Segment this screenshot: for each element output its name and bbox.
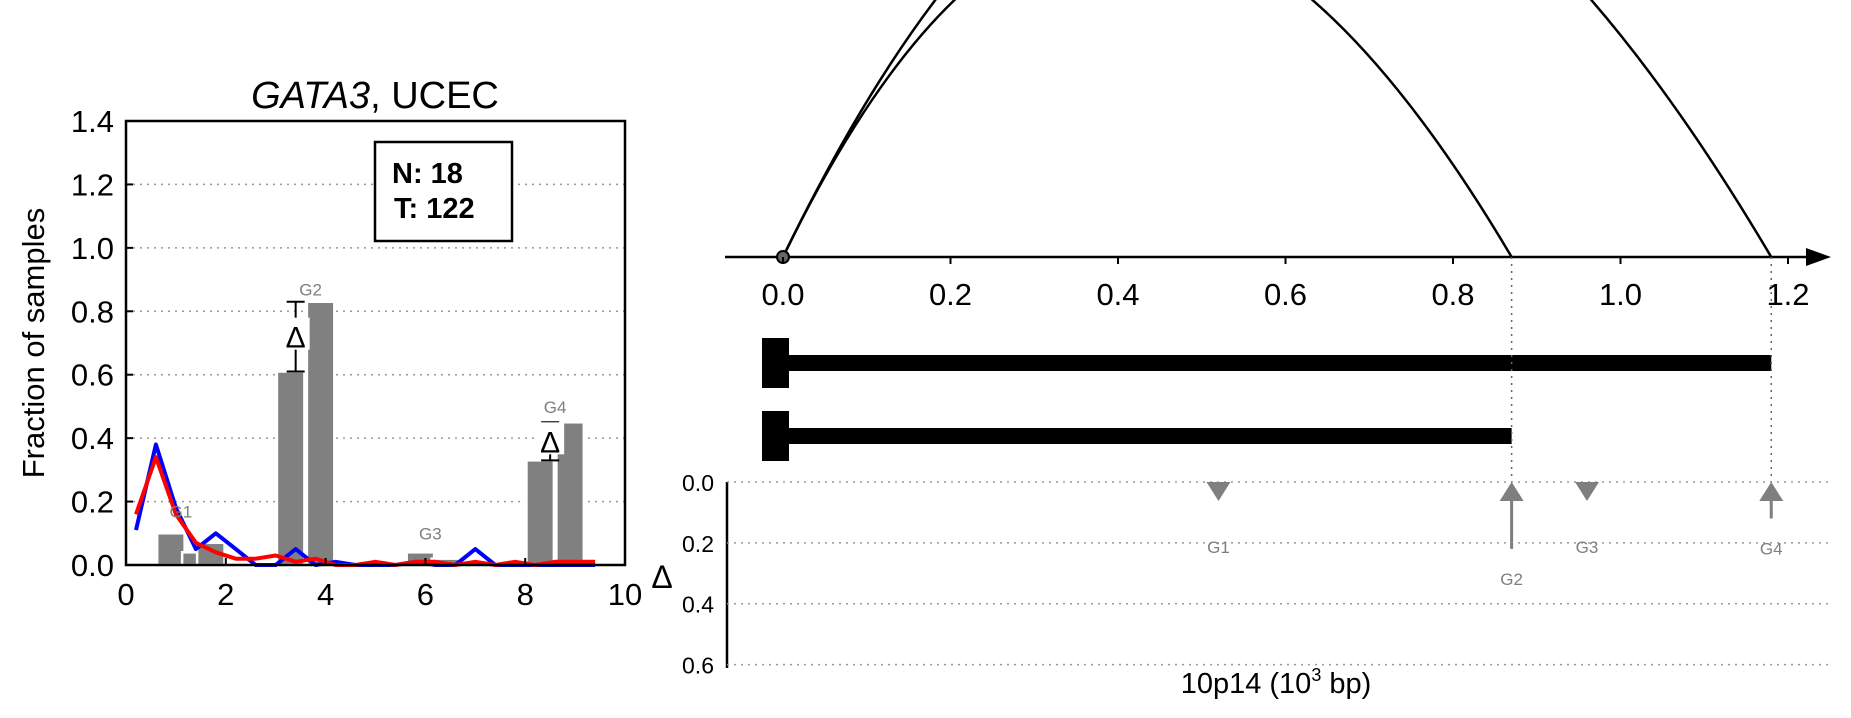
group-label: G4: [544, 398, 567, 417]
left-x-tick-label: 6: [417, 577, 434, 612]
bar: [525, 459, 556, 567]
left-y-tick-label: 1.4: [71, 104, 114, 139]
left-y-tick-label: 0.6: [71, 358, 114, 393]
left-x-tick-label: 0: [117, 577, 134, 612]
delta-label-bg: [536, 422, 565, 455]
left-y-tick-label: 0.4: [71, 421, 114, 456]
xlabel-end: bp): [1321, 668, 1371, 700]
left-y-tick-label: 0.2: [71, 485, 114, 520]
series-line: [134, 455, 596, 567]
sample-count-legend: N: 18 T: 122: [373, 140, 514, 243]
delta-marker-label: G4: [1760, 540, 1783, 559]
bar: [155, 532, 186, 567]
left-group-labels: G1 G2 G3 G4: [170, 280, 567, 543]
delta-down-marker: [1575, 482, 1599, 501]
right-x-tick-label: 1.0: [1599, 277, 1642, 312]
left-y-tick-label: 0.8: [71, 294, 114, 329]
delta-up-marker: [1499, 482, 1524, 501]
left-y-axis-label: Fraction of samples: [16, 208, 51, 479]
isoform-bars: [762, 338, 1772, 461]
left-axis-ticks: 0.0 0.2 0.4 0.6 0.8 1.0 1.2 1.4 0 2 4 6 8 10: [71, 104, 642, 612]
legend-box: [373, 140, 514, 243]
group-label: G2: [299, 280, 322, 299]
xlabel-main: 10p14 (10: [1181, 668, 1312, 700]
delta-axis: 0.0 0.2 0.4 0.6 Δ G1 G2 G3 G4: [651, 470, 1832, 679]
delta-y-tick-label: 0.4: [682, 592, 714, 618]
splice-arc: [781, 0, 1513, 258]
isoform-end-guides: [1510, 257, 1772, 482]
delta-up-marker: [1759, 482, 1784, 501]
left-x-tick-label: 4: [317, 577, 334, 612]
xlabel-sup: 3: [1311, 665, 1321, 685]
left-x-tick-label: 10: [608, 577, 642, 612]
left-delta-markers: ΔΔ: [281, 300, 565, 462]
left-plot-frame: [124, 119, 627, 567]
delta-marker-label: G2: [1500, 570, 1523, 589]
right-x-tick-label: 0.6: [1264, 277, 1307, 312]
delta-symbol: Δ: [286, 322, 306, 355]
right-x-tick-label: 0.8: [1431, 277, 1474, 312]
genomic-axis: 0.0 0.2 0.4 0.6 0.8 1.0 1.2: [725, 248, 1831, 312]
right-x-tick-label: 0.0: [761, 277, 804, 312]
bar: [555, 421, 586, 567]
title-gene: GATA3: [251, 75, 370, 117]
delta-y-tick-label: 0.2: [682, 531, 714, 557]
right-x-tick-label: 0.4: [1096, 277, 1139, 312]
left-y-tick-label: 0.0: [71, 548, 114, 583]
left-y-tick-label: 1.2: [71, 167, 114, 202]
bar: [275, 370, 306, 567]
axis-arrowhead: [1806, 248, 1831, 266]
isoform-diagram: 0.0 0.2 0.4 0.6 0.8 1.0 1.2 0.0 0.2 0.4 0.6 Δ G1 G2 G…: [651, 0, 1832, 700]
left-x-tick-label: 2: [217, 577, 234, 612]
delta-y-tick-label: 0.6: [682, 653, 714, 679]
left-bars: [155, 300, 586, 567]
legend-tumor-count: T: 122: [394, 193, 475, 225]
splice-arcs: [781, 0, 1773, 258]
legend-normal-count: N: 18: [392, 158, 463, 190]
bar: [305, 300, 336, 567]
group-label: G3: [419, 525, 442, 544]
delta-marker-label: G3: [1576, 538, 1599, 557]
delta-down-marker: [1206, 482, 1231, 501]
left-chart-title: GATA3, UCEC: [251, 75, 499, 117]
left-x-tick-label: 8: [517, 577, 534, 612]
splice-arc: [781, 0, 1773, 258]
left-y-tick-label: 1.0: [71, 231, 114, 266]
isoform-bar: [783, 428, 1512, 444]
title-cohort: , UCEC: [370, 75, 499, 117]
right-x-axis-label: 10p14 (103 bp): [1181, 665, 1372, 700]
isoform-bar: [783, 355, 1772, 371]
delta-axis-label: Δ: [651, 559, 672, 595]
group-label: G1: [170, 502, 193, 521]
delta-marker-label: G1: [1207, 538, 1230, 557]
delta-symbol: Δ: [540, 426, 560, 459]
delta-y-tick-label: 0.0: [682, 470, 714, 496]
delta-label-bg: [281, 317, 310, 350]
right-x-tick-label: 0.2: [929, 277, 972, 312]
right-x-tick-label: 1.2: [1766, 277, 1809, 312]
